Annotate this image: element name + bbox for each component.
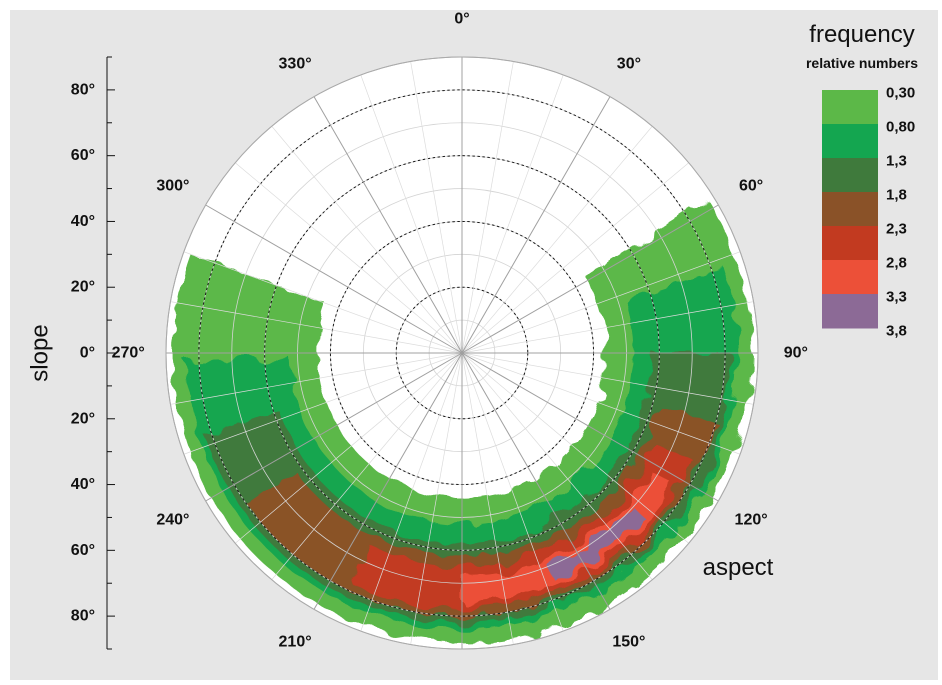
minor-spoke [271, 126, 463, 354]
legend: frequency relative numbers 0,30 0,80 1,3 1,… [806, 21, 918, 340]
minor-spoke [271, 352, 463, 580]
slope-tick-label: 20° [71, 410, 95, 427]
legend-swatch [822, 158, 878, 193]
legend-level-label: 1,3 [886, 153, 907, 170]
major-spoke [461, 204, 719, 354]
outer-ring [165, 56, 759, 650]
legend-level-label: 3,3 [886, 289, 907, 306]
slope-tick-label: 0° [80, 345, 95, 362]
legend-labels: 0,30 0,80 1,3 1,8 2,3 2,8 3,3 3,8 [886, 85, 915, 340]
minor-spoke [461, 352, 689, 544]
minor-spoke [461, 301, 754, 354]
aspect-tick-label: 180° [445, 678, 478, 680]
band-level-6 [548, 507, 643, 579]
minor-spoke [461, 352, 653, 580]
legend-swatches [822, 90, 878, 329]
legend-swatch [822, 260, 878, 295]
aspect-tick-label: 330° [279, 55, 312, 72]
major-spoke [205, 352, 463, 502]
slope-tick-label: 40° [71, 213, 95, 230]
legend-level-label: 3,8 [886, 323, 907, 340]
major-spoke [461, 96, 611, 354]
major-spoke [461, 352, 611, 610]
legend-subtitle: relative numbers [806, 55, 918, 71]
minor-spoke [461, 352, 564, 632]
minor-spoke [170, 352, 463, 405]
aspect-tick-label: 30° [617, 55, 641, 72]
minor-spoke [461, 162, 689, 354]
legend-swatch [822, 192, 878, 227]
aspect-tick-label: 150° [612, 634, 645, 651]
chart-panel: 0° 30° 60° 90° 120° 150° 180° 210° 240° 270° 300° 3… [10, 10, 938, 685]
plot-area [165, 56, 759, 650]
slope-tick-label: 60° [71, 542, 95, 559]
aspect-tick-label: 0° [454, 11, 469, 28]
legend-swatch [822, 294, 878, 329]
slope-tick-label: 60° [71, 147, 95, 164]
aspect-tick-label: 90° [784, 345, 808, 362]
minor-spoke [461, 61, 514, 354]
aspect-tick-label: 60° [739, 178, 763, 195]
polar-grid [165, 56, 759, 650]
legend-swatch [822, 90, 878, 125]
slope-tick-label: 20° [71, 279, 95, 296]
minor-spoke [183, 352, 463, 455]
legend-swatch [822, 124, 878, 159]
minor-spoke [461, 74, 564, 354]
major-spoke [205, 204, 463, 354]
major-spoke [313, 352, 463, 610]
legend-level-label: 0,80 [886, 119, 915, 136]
minor-spoke [461, 251, 741, 354]
legend-level-label: 0,30 [886, 85, 915, 102]
band-level-5 [462, 471, 674, 603]
minor-spoke [235, 352, 463, 544]
aspect-tick-labels: 0° 30° 60° 90° 120° 150° 180° 210° 240° 270° 300° 3… [112, 11, 808, 685]
minor-spoke [461, 352, 514, 645]
aspect-tick-label: 300° [156, 178, 189, 195]
minor-spoke [461, 352, 754, 405]
slope-tick-label: 80° [71, 608, 95, 625]
aspect-tick-label: 270° [112, 345, 145, 362]
legend-title: frequency [809, 21, 914, 48]
slope-tick-label: 80° [71, 81, 95, 98]
minor-spoke [461, 126, 653, 354]
aspect-tick-label: 210° [279, 634, 312, 651]
minor-spoke [410, 61, 463, 354]
minor-spoke [235, 162, 463, 354]
minor-spoke [461, 352, 741, 455]
minor-spoke [410, 352, 463, 645]
aspect-tick-label: 240° [156, 511, 189, 528]
band-level-4 [353, 443, 695, 610]
minor-spoke [183, 251, 463, 354]
aspect-axis-label: aspect [703, 554, 774, 581]
slope-axis-label: slope [27, 324, 54, 381]
slope-axis: 80° 60° 40° 20° 0° 20° 40° 60° 80° [71, 56, 115, 650]
minor-spoke [360, 352, 463, 632]
legend-swatch [822, 226, 878, 261]
minor-spoke [170, 301, 463, 354]
minor-spoke [360, 74, 463, 354]
aspect-tick-label: 120° [735, 511, 768, 528]
slope-tick-label: 40° [71, 476, 95, 493]
legend-level-label: 2,8 [886, 255, 907, 272]
polar-chart: 0° 30° 60° 90° 120° 150° 180° 210° 240° 270° 300° 3… [27, 11, 919, 685]
major-spoke [313, 96, 463, 354]
legend-level-label: 2,3 [886, 221, 907, 238]
legend-level-label: 1,8 [886, 187, 907, 204]
major-spoke [461, 352, 719, 502]
